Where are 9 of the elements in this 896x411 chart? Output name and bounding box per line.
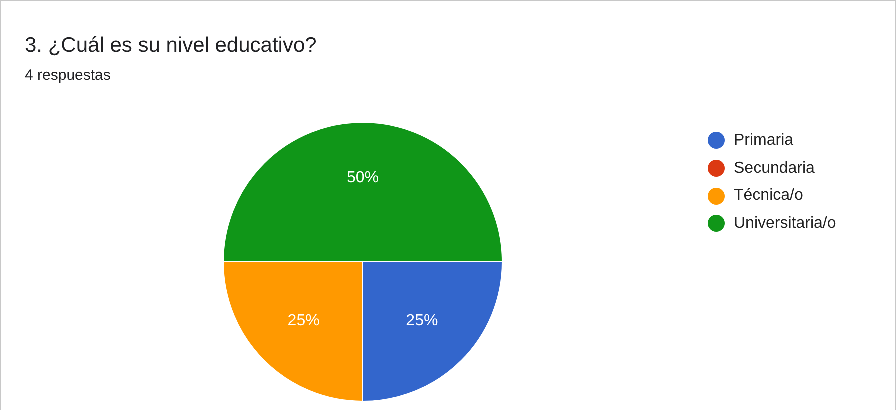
text: 4 respuestas: [25, 67, 111, 84]
legend-label: Primaria: [734, 132, 794, 150]
legend-label: Universitaria/o: [734, 214, 836, 233]
data-label: 50%: [346, 170, 380, 187]
data-label: 25%: [288, 312, 320, 330]
legend-label: Secundaria: [734, 160, 815, 178]
legend-label: Técnica/o: [734, 187, 804, 206]
chart-title: 3. ¿Cuál es su nivel educativo?: [25, 34, 317, 58]
data-label: 25%: [406, 312, 438, 330]
